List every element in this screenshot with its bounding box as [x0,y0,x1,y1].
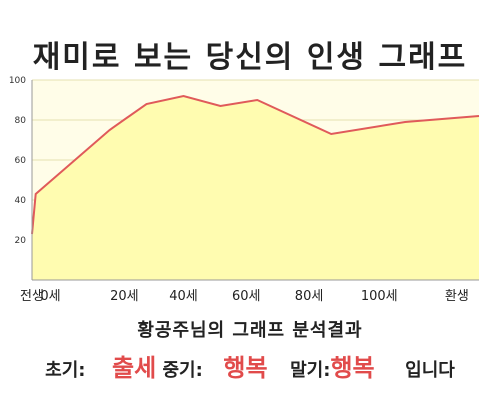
x-tick-label: 20세 [110,289,139,304]
mid-label: 중기: [162,360,203,381]
analysis-result-title: 황공주님의 그래프 분석결과 [137,320,363,341]
series-line [31,94,480,235]
early-value: 출세 [112,354,157,382]
y-tick-label: 60 [15,156,27,166]
x-tick-label: 100세 [361,289,398,304]
y-tick-label: 40 [15,196,27,206]
x-tick-label: 환생 [445,289,469,304]
y-tick-label: 20 [15,236,27,246]
y-tick-labels: 20 40 60 80 100 [9,76,26,246]
page-title: 재미로 보는 당신의 인생 그래프 [32,40,468,75]
x-tick-label: 전생 [20,289,44,304]
early-label: 초기: [45,360,86,381]
x-tick-label: 80세 [295,289,324,304]
area-fill [32,96,479,280]
mid-value: 행복 [223,354,268,382]
y-tick-label: 100 [9,76,26,86]
x-tick-label: 0세 [40,289,60,304]
late-label: 말기: [290,360,331,381]
x-tick-label: 40세 [169,289,198,304]
analysis-result-line: 초기: 출세 중기: 행복 말기:행복 입니다 [0,348,500,383]
ending-text: 입니다 [405,360,455,381]
late-value: 행복 [330,354,375,382]
axes [31,80,479,281]
y-tick-label: 80 [15,116,27,126]
x-tick-label: 60세 [232,289,261,304]
